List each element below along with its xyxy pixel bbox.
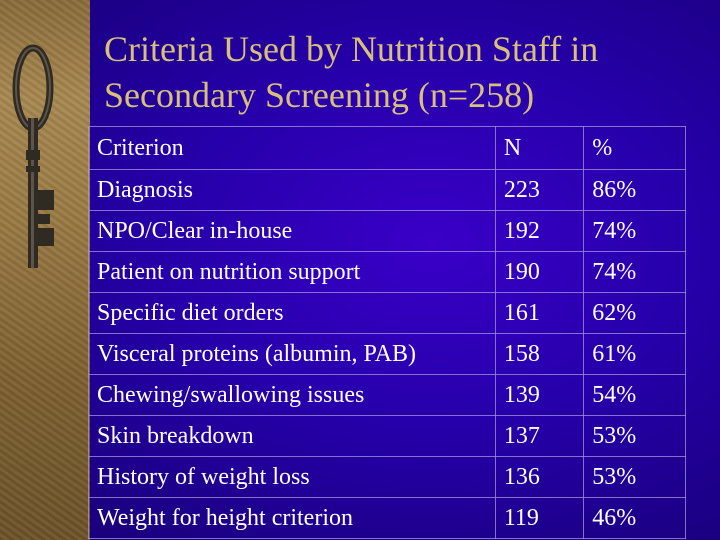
count-cell: 139 — [494, 374, 585, 416]
table-row: History of weight loss 136 53% — [88, 456, 686, 498]
percent-cell: 53% — [583, 415, 686, 457]
criterion-cell: Chewing/swallowing issues — [88, 374, 496, 416]
percent-cell: 86% — [583, 169, 686, 211]
count-cell: 137 — [494, 415, 585, 457]
count-cell: 190 — [494, 251, 585, 293]
criterion-cell: Diagnosis — [88, 169, 496, 211]
criterion-cell: Patient on nutrition support — [88, 251, 496, 293]
count-cell: 223 — [494, 169, 585, 211]
percent-cell: 54% — [583, 374, 686, 416]
percent-cell: 62% — [583, 292, 686, 334]
count-cell: 161 — [494, 292, 585, 334]
table-row: Diagnosis 223 86% — [88, 169, 686, 211]
criterion-cell: Visceral proteins (albumin, PAB) — [88, 333, 496, 375]
count-cell: 119 — [494, 497, 585, 539]
table-row: Visceral proteins (albumin, PAB) 158 61% — [88, 333, 686, 375]
criterion-cell: NPO/Clear in-house — [88, 210, 496, 252]
table-row: Weight for height criterion 119 46% — [88, 497, 686, 539]
title-line-2: Secondary Screening (n=258) — [104, 75, 535, 115]
title-line-1: Criteria Used by Nutrition Staff in — [104, 29, 599, 69]
table-header-row: Criterion N % — [88, 126, 686, 170]
table-row: Skin breakdown 137 53% — [88, 415, 686, 457]
count-cell: 158 — [494, 333, 585, 375]
percent-cell: 74% — [583, 210, 686, 252]
slide-title: Criteria Used by Nutrition Staff in Seco… — [104, 26, 704, 118]
criterion-cell: Weight for height criterion — [88, 497, 496, 539]
table-row: Patient on nutrition support 190 74% — [88, 251, 686, 293]
criterion-cell: History of weight loss — [88, 456, 496, 498]
percent-cell: 61% — [583, 333, 686, 375]
header-criterion: Criterion — [88, 126, 496, 170]
antique-key-icon — [12, 44, 54, 268]
percent-cell: 74% — [583, 251, 686, 293]
header-n: N — [494, 126, 585, 170]
percent-cell: 53% — [583, 456, 686, 498]
criterion-cell: Specific diet orders — [88, 292, 496, 334]
percent-cell: 46% — [583, 497, 686, 539]
criteria-table: Criterion N % Diagnosis 223 86% NPO/Clea… — [88, 126, 686, 539]
header-percent: % — [583, 126, 686, 170]
count-cell: 192 — [494, 210, 585, 252]
table-row: Chewing/swallowing issues 139 54% — [88, 374, 686, 416]
table-row: NPO/Clear in-house 192 74% — [88, 210, 686, 252]
count-cell: 136 — [494, 456, 585, 498]
criterion-cell: Skin breakdown — [88, 415, 496, 457]
table-row: Specific diet orders 161 62% — [88, 292, 686, 334]
